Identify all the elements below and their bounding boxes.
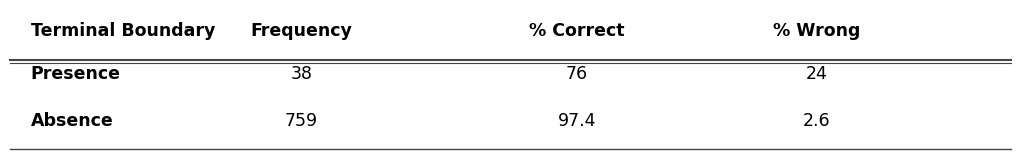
Text: 97.4: 97.4: [557, 112, 596, 130]
Text: 759: 759: [285, 112, 318, 130]
Text: Terminal Boundary: Terminal Boundary: [31, 22, 215, 40]
Text: 38: 38: [290, 65, 312, 83]
Text: 2.6: 2.6: [803, 112, 831, 130]
Text: Frequency: Frequency: [250, 22, 352, 40]
Text: 76: 76: [566, 65, 588, 83]
Text: % Wrong: % Wrong: [773, 22, 861, 40]
Text: Presence: Presence: [31, 65, 120, 83]
Text: 24: 24: [806, 65, 828, 83]
Text: % Correct: % Correct: [529, 22, 625, 40]
Text: Absence: Absence: [31, 112, 113, 130]
